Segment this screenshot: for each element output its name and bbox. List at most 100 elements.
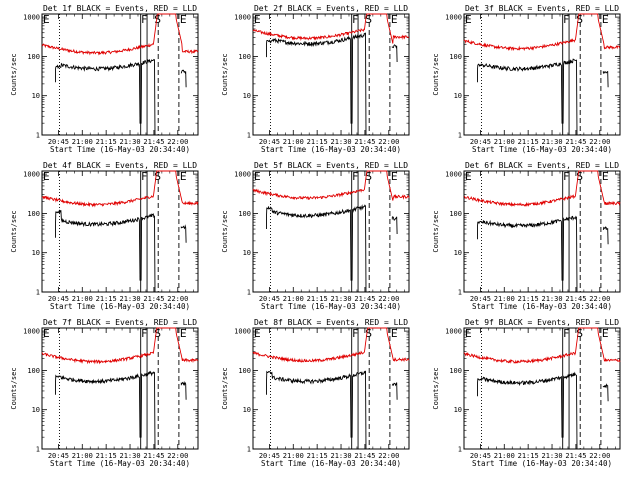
y-tick-label: 1000 (23, 328, 40, 336)
marker-label-s: S (365, 14, 372, 26)
y-tick-label: 1 (247, 289, 251, 297)
x-tick-label: 21:30 (119, 295, 140, 303)
x-tick-label: 21:45 (354, 138, 375, 146)
marker-label-f: F (352, 328, 358, 340)
panel-title: Det 5f BLACK = Events, RED = LLD (254, 161, 408, 170)
y-axis-label: Counts/sec (221, 367, 229, 409)
events-series-line (477, 215, 578, 293)
x-tick-label: 21:15 (96, 452, 117, 460)
x-axis-label: Start Time (16-May-03 20:34:40) (261, 145, 401, 154)
x-tick-label: 21:45 (354, 295, 375, 303)
marker-label-e2: E (180, 14, 187, 26)
x-tick-label: 21:45 (565, 138, 586, 146)
x-tick-label: 20:45 (259, 295, 280, 303)
marker-label-f: F (141, 14, 147, 26)
plot-frame (252, 170, 410, 293)
marker-label-s: S (154, 14, 161, 26)
lld-series-line (41, 170, 199, 208)
y-axis-label: Counts/sec (221, 53, 229, 95)
lld-series-line (252, 13, 410, 44)
marker-label-e2: E (180, 328, 187, 340)
y-tick-label: 1 (458, 132, 462, 140)
x-tick-label: 21:30 (330, 138, 351, 146)
lld-series-line (252, 327, 410, 363)
marker-label-s: S (154, 328, 161, 340)
y-tick-label: 100 (27, 210, 40, 218)
events-series-line (266, 370, 367, 450)
panel-title: Det 7f BLACK = Events, RED = LLD (43, 318, 197, 327)
x-tick-label: 20:45 (48, 138, 69, 146)
events-series-line-post (391, 44, 398, 63)
x-tick-label: 21:45 (565, 452, 586, 460)
y-tick-label: 10 (243, 406, 251, 414)
y-tick-label: 1 (36, 132, 40, 140)
marker-label-s: S (365, 328, 372, 340)
plot-frame (41, 170, 199, 293)
y-tick-label: 1 (247, 132, 251, 140)
y-tick-label: 1000 (234, 14, 251, 22)
x-tick-label: 21:30 (119, 138, 140, 146)
events-series-line (55, 209, 156, 293)
y-tick-label: 100 (449, 367, 462, 375)
x-tick-label: 21:30 (541, 138, 562, 146)
x-tick-label: 21:45 (143, 295, 164, 303)
lld-series-line (252, 170, 410, 201)
x-tick-label: 22:00 (378, 138, 399, 146)
y-tick-label: 100 (238, 367, 251, 375)
events-series-line (266, 32, 367, 136)
lld-series-line (41, 327, 199, 365)
x-tick-label: 21:00 (72, 138, 93, 146)
x-axis-label: Start Time (16-May-03 20:34:40) (472, 459, 612, 468)
x-tick-label: 21:15 (518, 295, 539, 303)
plot-frame (252, 327, 410, 450)
x-tick-label: 20:45 (48, 452, 69, 460)
marker-label-f: F (563, 14, 569, 26)
detector-panel-1: Det 1f BLACK = Events, RED = LLD 1 10 100 10… (10, 4, 199, 154)
y-axis-label: Counts/sec (432, 53, 440, 95)
y-axis-label: Counts/sec (10, 367, 18, 409)
panel-title: Det 3f BLACK = Events, RED = LLD (465, 4, 619, 13)
y-tick-label: 1000 (234, 171, 251, 179)
x-tick-label: 20:45 (470, 138, 491, 146)
marker-label-e: E (465, 171, 472, 183)
x-tick-label: 20:45 (259, 452, 280, 460)
x-tick-label: 21:45 (565, 295, 586, 303)
plot-frame (463, 170, 621, 293)
y-tick-label: 10 (454, 406, 462, 414)
marker-label-e: E (254, 328, 261, 340)
panel-title: Det 9f BLACK = Events, RED = LLD (465, 318, 619, 327)
marker-label-e2: E (602, 14, 609, 26)
y-tick-label: 1000 (23, 171, 40, 179)
events-series-line (477, 58, 578, 136)
y-tick-label: 10 (243, 92, 251, 100)
y-tick-label: 1000 (23, 14, 40, 22)
marker-label-e2: E (602, 328, 609, 340)
x-tick-label: 21:00 (494, 452, 515, 460)
x-tick-label: 21:15 (96, 295, 117, 303)
plot-frame (41, 13, 199, 136)
detector-panel-6: Det 6f BLACK = Events, RED = LLD 1 10 100 10… (432, 161, 621, 311)
x-tick-label: 22:00 (589, 452, 610, 460)
y-tick-label: 1000 (445, 14, 462, 22)
y-tick-label: 1 (36, 446, 40, 454)
x-tick-label: 20:45 (48, 295, 69, 303)
x-tick-label: 21:30 (541, 452, 562, 460)
y-tick-label: 10 (454, 249, 462, 257)
events-series-line (266, 204, 367, 293)
y-tick-label: 10 (454, 92, 462, 100)
y-tick-label: 100 (27, 53, 40, 61)
x-tick-label: 21:45 (143, 452, 164, 460)
y-axis-label: Counts/sec (432, 210, 440, 252)
x-tick-label: 22:00 (378, 295, 399, 303)
events-series-line (477, 371, 578, 450)
detector-panel-8: Det 8f BLACK = Events, RED = LLD 1 10 100 10… (221, 318, 410, 468)
events-series-line-post (180, 380, 187, 400)
marker-label-f: F (141, 171, 147, 183)
x-tick-label: 21:15 (518, 452, 539, 460)
marker-label-e: E (465, 14, 472, 26)
marker-label-e: E (43, 14, 50, 26)
x-tick-label: 21:15 (96, 138, 117, 146)
panel-title: Det 1f BLACK = Events, RED = LLD (43, 4, 197, 13)
x-tick-label: 21:30 (119, 452, 140, 460)
marker-label-e: E (43, 328, 50, 340)
